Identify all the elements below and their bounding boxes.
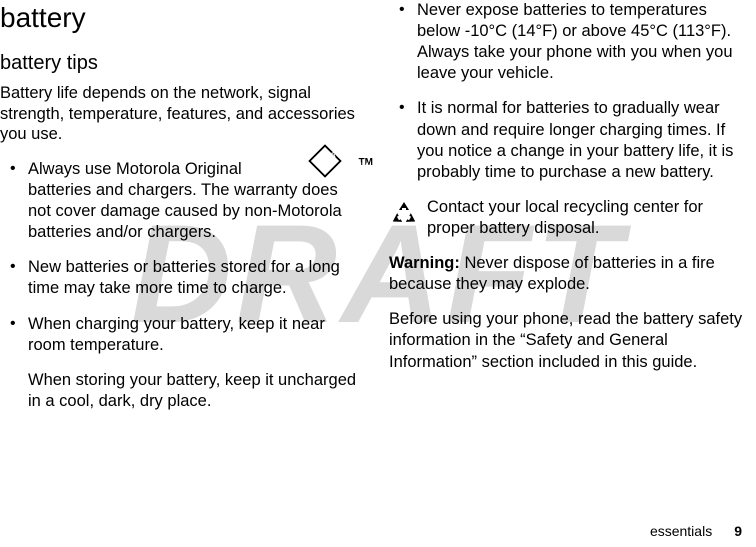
section-heading: battery [0,2,359,34]
list-item-continuation: When storing your battery, keep it uncha… [28,370,359,412]
warning-paragraph: Warning: Never dispose of batteries in a… [389,253,748,295]
list-item-text: Never expose batteries to temperatures b… [417,1,733,82]
tips-list-right: Never expose batteries to temperatures b… [389,0,748,197]
footer-section-label: essentials [650,523,712,539]
list-item-text: When charging your battery, keep it near… [28,315,325,354]
page-number: 9 [734,523,742,539]
list-item-text: Always use Motorola Original batteries a… [28,160,342,241]
recycle-paragraph: Contact your local recycling center for … [389,197,748,239]
list-item: Never expose batteries to temperatures b… [389,0,748,84]
page-content: battery battery tips Battery life depend… [0,0,756,426]
list-item: It is normal for batteries to gradually … [389,98,748,182]
list-item: When charging your battery, keep it near… [0,314,359,412]
recycle-text: Contact your local recycling center for … [427,198,703,237]
warning-label: Warning: [389,254,460,272]
list-item-text: It is normal for batteries to gradually … [417,99,733,180]
list-item: TM MOTOROLA ORIGINAL Always use Motorola… [0,159,359,243]
page-footer: essentials 9 [650,523,742,539]
right-column: Never expose batteries to temperatures b… [389,0,748,426]
list-item-text: New batteries or batteries stored for a … [28,258,340,297]
list-item: New batteries or batteries stored for a … [0,257,359,299]
closing-paragraph: Before using your phone, read the batter… [389,309,748,372]
subsection-heading: battery tips [0,52,359,75]
tips-list-left: TM MOTOROLA ORIGINAL Always use Motorola… [0,159,359,426]
lead-paragraph: Battery life depends on the network, sig… [0,83,359,145]
recycle-icon [389,200,419,230]
left-column: battery battery tips Battery life depend… [0,0,359,426]
